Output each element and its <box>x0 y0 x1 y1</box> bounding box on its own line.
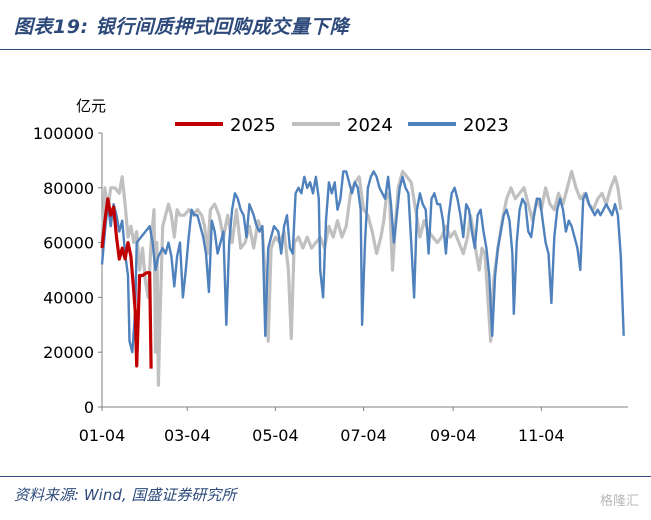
chart-axes: 0 20000 40000 60000 80000 100000 01-04 03-04 05-… <box>33 124 628 445</box>
legend-label-2024: 2024 <box>347 115 393 136</box>
series-line-2024 <box>100 169 623 387</box>
figure-title: 图表19: 银行间质押式回购成交量下降 <box>14 16 350 38</box>
x-tick-label: 01-04 <box>79 426 126 445</box>
line-chart: 亿元 0 20000 40000 60000 80000 100000 01-04 03-04… <box>33 97 628 445</box>
y-axis-label: 亿元 <box>76 97 106 115</box>
y-tick-label: 0 <box>84 398 94 417</box>
x-tick-label: 11-04 <box>518 426 565 445</box>
chart-legend: 2025 2024 2023 <box>175 115 509 136</box>
x-tick-label: 07-04 <box>340 426 387 445</box>
x-tick-label: 09-04 <box>430 426 477 445</box>
source-rule <box>0 476 651 477</box>
watermark: 格隆汇 <box>599 494 639 509</box>
y-tick-label: 60000 <box>43 234 94 253</box>
title-rule <box>0 49 651 50</box>
x-tick-label: 05-04 <box>252 426 299 445</box>
series-line-2023 <box>100 170 625 354</box>
x-tick-label: 03-04 <box>164 426 211 445</box>
y-tick-label: 40000 <box>43 288 94 307</box>
y-tick-label: 80000 <box>43 179 94 198</box>
series-line-2025 <box>100 197 153 369</box>
y-tick-label: 100000 <box>33 124 94 143</box>
series-layer <box>100 169 625 387</box>
legend-label-2023: 2023 <box>463 115 509 136</box>
y-tick-label: 20000 <box>43 343 94 362</box>
source-note: 资料来源: Wind, 国盛证券研究所 <box>14 486 237 504</box>
legend-label-2025: 2025 <box>230 115 276 136</box>
